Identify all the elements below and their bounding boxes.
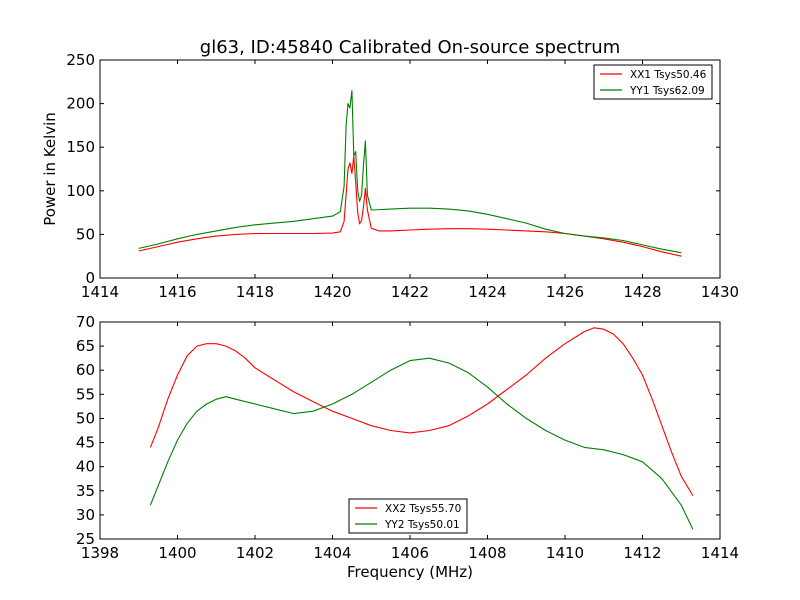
x-tick-label: 1426 [546, 283, 584, 301]
legend-label: XX1 Tsys50.46 [630, 69, 707, 81]
x-tick-label: 1398 [81, 544, 119, 562]
series-line-xx1 [138, 155, 682, 257]
x-tick-label: 1428 [623, 283, 661, 301]
y-tick-label: 30 [76, 506, 95, 524]
legend-box [348, 498, 468, 534]
legend-box [593, 64, 713, 100]
y-tick-label: 0 [85, 269, 95, 287]
x-tick-label: 1410 [546, 544, 584, 562]
x-tick-label: 1400 [158, 544, 196, 562]
x-tick-label: 1402 [236, 544, 274, 562]
y-axis-title: Power in Kelvin [41, 112, 59, 226]
x-tick-label: 1414 [701, 544, 739, 562]
x-tick-label: 1408 [468, 544, 506, 562]
x-tick-label: 1422 [391, 283, 429, 301]
x-tick-label: 1420 [313, 283, 351, 301]
subplot-2: 1398 1400 1402 1404 1406 1408 1410 1412 1414 25 30… [76, 313, 739, 581]
legend: XX2 Tsys55.70 YY2 Tsys50.01 [348, 498, 468, 534]
y-tick-label: 50 [76, 225, 95, 243]
y-tick-label: 40 [76, 458, 95, 476]
y-tick-label: 250 [66, 51, 95, 69]
x-tick-label: 1424 [468, 283, 506, 301]
x-tick-label: 1412 [623, 544, 661, 562]
y-tick-label: 55 [76, 385, 95, 403]
x-tick-label: 1404 [313, 544, 351, 562]
legend-label: XX2 Tsys55.70 [385, 503, 461, 515]
x-tick-label: 1406 [391, 544, 429, 562]
x-tick-label: 1418 [236, 283, 274, 301]
x-tick-label: 1430 [701, 283, 739, 301]
y-tick-label: 200 [66, 95, 95, 113]
y-tick-label: 70 [76, 313, 95, 331]
y-tick-label: 25 [76, 530, 95, 548]
x-tick-label: 1414 [81, 283, 119, 301]
y-tick-label: 150 [66, 138, 95, 156]
series-line-xx2 [149, 327, 694, 496]
series-line-yy1 [138, 89, 682, 254]
legend: XX1 Tsys50.46 YY1 Tsys62.09 [593, 64, 713, 100]
figure-title: gl63, ID:45840 Calibrated On-source spec… [200, 37, 620, 58]
x-tick-label: 1416 [158, 283, 196, 301]
legend-label: YY2 Tsys50.01 [384, 519, 460, 531]
y-tick-label: 65 [76, 337, 95, 355]
y-tick-label: 50 [76, 409, 95, 427]
y-tick-label: 100 [66, 182, 95, 200]
legend-label: YY1 Tsys62.09 [629, 85, 705, 97]
x-axis-title: Frequency (MHz) [347, 563, 473, 581]
y-tick-label: 35 [76, 482, 95, 500]
plots-layer: 1414 1416 1418 1420 1422 1424 1426 1428 14300501… [41, 51, 739, 581]
y-tick-label: 45 [76, 434, 95, 452]
series-line-yy2 [149, 357, 694, 530]
subplot-1: 1414 1416 1418 1420 1422 1424 1426 1428 1430 0 50 1… [41, 51, 739, 301]
y-tick-label: 60 [76, 361, 95, 379]
